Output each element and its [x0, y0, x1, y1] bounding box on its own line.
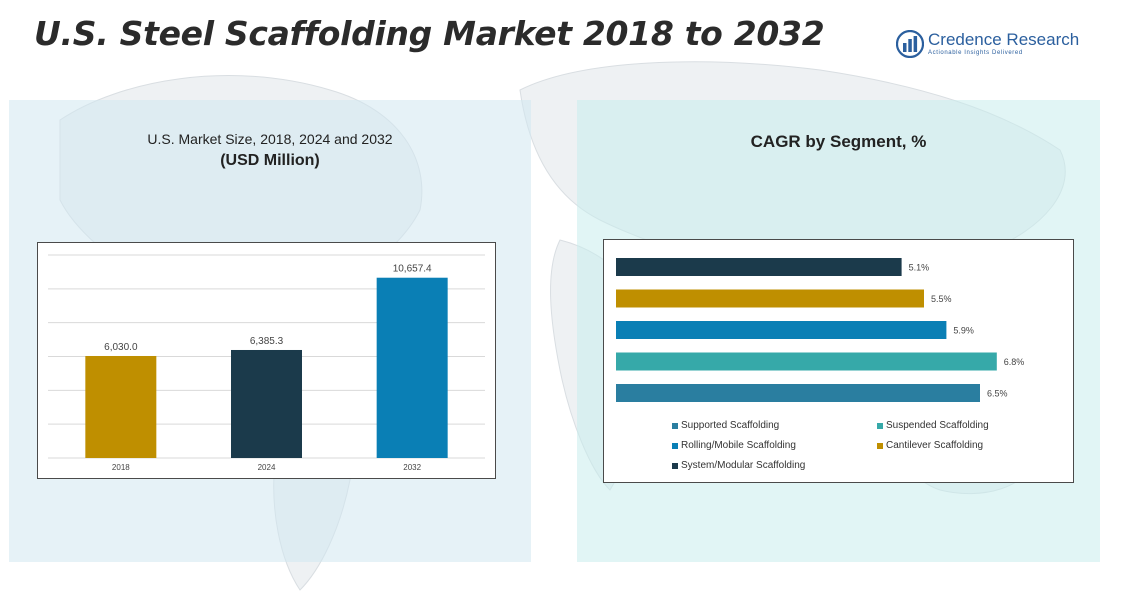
logo-mark-icon [896, 30, 924, 58]
cagr-chart: 5.1% 5.5% 5.9% 6.8% 6.5% Supported Scaffoldi… [603, 239, 1074, 483]
legend-swatch [877, 442, 883, 449]
bar-value-label: 5.5% [931, 294, 952, 304]
bar-value-label: 5.1% [909, 263, 930, 273]
cagr-chart-svg: 5.1% 5.5% 5.9% 6.8% 6.5% [616, 258, 1025, 402]
legend-item: Suspended Scaffolding [877, 420, 989, 431]
bar-value-label: 6,385.3 [250, 336, 284, 347]
bar-value-label: 10,657.4 [393, 264, 432, 275]
bar-value-label: 5.9% [953, 326, 974, 336]
market-size-chart: 6,030.0 2018 6,385.3 2024 10,657.4 2032 [37, 242, 496, 479]
bar-2032 [376, 277, 448, 458]
legend-item: System/Modular Scaffolding [672, 460, 805, 471]
legend-swatch [877, 422, 883, 429]
legend-swatch [672, 462, 678, 469]
legend-label: Suspended Scaffolding [886, 420, 989, 431]
x-tick-label: 2024 [258, 463, 276, 472]
credence-research-logo: Credence Research Actionable Insights De… [896, 26, 1096, 66]
x-tick-label: 2018 [112, 463, 130, 472]
legend-label: Cantilever Scaffolding [886, 440, 984, 451]
legend-swatch [672, 422, 678, 429]
bar-value-label: 6,030.0 [104, 342, 138, 353]
cagr-panel: CAGR by Segment, % 5.1% 5.5% 5.9% 6.8% 6.5% … [577, 100, 1100, 562]
legend-item: Cantilever Scaffolding [877, 440, 983, 451]
bar-suspended-scaffolding [616, 352, 997, 371]
legend-swatch [672, 442, 678, 449]
bar-cantilever-scaffolding [616, 289, 924, 308]
logo-name: Credence Research [928, 30, 1080, 49]
market-size-unit: (USD Million) [220, 152, 320, 169]
legend-label: Supported Scaffolding [681, 420, 780, 431]
bar-2024 [231, 349, 302, 458]
legend-label: Rolling/Mobile Scaffolding [681, 440, 796, 451]
logo-tagline: Actionable Insights Delivered [928, 50, 1023, 56]
legend-item: Rolling/Mobile Scaffolding [672, 440, 796, 451]
cagr-title: CAGR by Segment, % [750, 132, 927, 151]
bar-supported-scaffolding [616, 384, 980, 402]
bar-rolling-mobile-scaffolding [616, 321, 947, 339]
bar-system-modular-scaffolding [616, 258, 902, 276]
x-tick-label: 2032 [403, 463, 421, 472]
market-size-chart-svg: 6,030.0 2018 6,385.3 2024 10,657.4 2032 [48, 254, 485, 472]
page-title: U.S. Steel Scaffolding Market 2018 to 20… [34, 14, 825, 53]
bar-2018 [85, 355, 157, 458]
bar-value-label: 6.8% [1004, 357, 1025, 367]
market-size-title: U.S. Market Size, 2018, 2024 and 2032 [147, 131, 393, 147]
legend-label: System/Modular Scaffolding [681, 460, 806, 471]
market-size-panel: U.S. Market Size, 2018, 2024 and 2032 (U… [9, 100, 531, 562]
legend-item: Supported Scaffolding [672, 420, 779, 431]
bar-value-label: 6.5% [987, 389, 1008, 399]
